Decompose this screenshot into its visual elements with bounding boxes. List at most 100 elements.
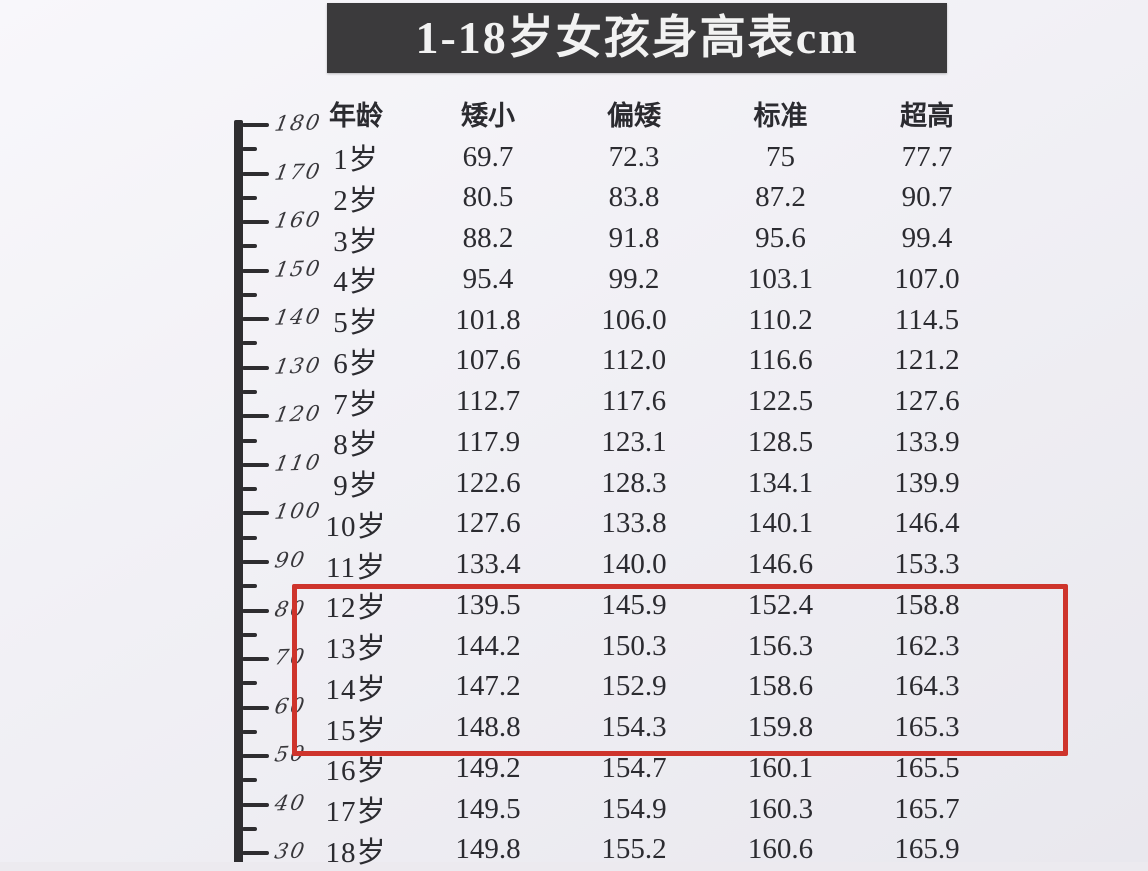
table-row: 7岁 112.7 117.6 122.5 127.6 [297, 381, 1000, 422]
value-cell: 133.9 [894, 425, 960, 458]
ruler-tick-major [242, 462, 269, 467]
age-cell: 11岁 [326, 551, 386, 584]
value-cell: 139.9 [894, 466, 960, 499]
table-row: 9岁 122.6 128.3 134.1 139.9 [297, 462, 1000, 503]
value-cell: 122.6 [455, 466, 521, 499]
value-cell: 162.3 [894, 629, 960, 662]
value-cell: 165.7 [894, 792, 960, 825]
page-title: 1-18岁女孩身高表cm [415, 12, 859, 63]
ruler-bar [234, 120, 243, 862]
value-cell: 99.2 [608, 262, 660, 295]
ruler-tick-minor [242, 826, 257, 831]
value-cell: 133.8 [601, 507, 667, 540]
age-cell: 18岁 [325, 836, 387, 869]
value-cell: 155.2 [601, 833, 667, 866]
value-cell: 72.3 [608, 140, 660, 173]
value-cell: 148.8 [455, 711, 521, 743]
value-cell: 154.7 [601, 751, 667, 784]
value-cell: 75 [766, 140, 795, 173]
table-header-row: 年龄 矮小 偏矮 标准 超高 [297, 90, 1000, 136]
value-cell: 90.7 [901, 181, 953, 214]
ruler-tick-major [242, 317, 269, 322]
value-cell: 153.3 [894, 548, 960, 580]
ruler-tick-major [242, 851, 269, 856]
value-cell: 101.8 [455, 303, 521, 336]
value-cell: 139.5 [455, 588, 521, 621]
value-cell: 112.7 [455, 385, 521, 417]
value-cell: 154.3 [601, 711, 667, 743]
value-cell: 117.9 [455, 425, 521, 458]
value-cell: 160.6 [747, 833, 814, 866]
table-row: 15岁 148.8 154.3 159.8 165.3 [297, 707, 1000, 748]
ruler-tick-major [242, 268, 269, 273]
value-cell: 165.9 [894, 833, 960, 866]
value-cell: 147.2 [455, 670, 521, 703]
header-cell: 标准 [753, 100, 808, 131]
table-row: 8岁 117.9 123.1 128.5 133.9 [297, 421, 1000, 462]
value-cell: 144.2 [455, 629, 521, 662]
value-cell: 87.2 [755, 181, 806, 214]
value-cell: 128.3 [601, 466, 667, 499]
table-row: 2岁 80.5 83.8 87.2 90.7 [297, 177, 1000, 218]
table-row: 1岁 69.7 72.3 75 77.7 [297, 136, 1000, 177]
value-cell: 154.9 [601, 792, 667, 825]
ruler-tick-minor [242, 487, 257, 492]
value-cell: 140.1 [747, 507, 814, 540]
value-cell: 165.3 [894, 711, 960, 743]
age-cell: 7岁 [333, 388, 379, 421]
age-cell: 14岁 [325, 673, 387, 706]
table-row: 17岁 149.5 154.9 160.3 165.7 [297, 788, 1000, 829]
table-row: 5岁 101.8 106.0 110.2 114.5 [297, 299, 1000, 340]
value-cell: 160.3 [747, 792, 814, 825]
value-cell: 114.5 [894, 303, 960, 336]
age-cell: 3岁 [333, 225, 379, 258]
value-cell: 158.8 [894, 588, 960, 621]
ruler-tick-major [242, 608, 269, 613]
table-row: 16岁 149.2 154.7 160.1 165.5 [297, 747, 1000, 788]
table-row: 3岁 88.2 91.8 95.6 99.4 [297, 218, 1000, 259]
ruler-tick-major [242, 754, 269, 759]
value-cell: 112.0 [601, 344, 667, 377]
value-cell: 134.1 [747, 466, 814, 499]
value-cell: 156.3 [747, 629, 814, 662]
value-cell: 80.5 [462, 181, 514, 214]
ruler-tick-minor [242, 535, 257, 540]
ruler-tick-major [242, 414, 269, 419]
value-cell: 83.8 [608, 181, 660, 214]
age-cell: 1岁 [333, 144, 379, 176]
age-cell: 13岁 [325, 633, 387, 665]
value-cell: 95.6 [755, 222, 806, 254]
height-table: 年龄 矮小 偏矮 标准 超高 1岁 69.7 72.3 75 77.7 2岁 80.5 83.8 87.… [297, 90, 1000, 870]
value-cell: 121.2 [894, 344, 960, 377]
value-cell: 133.4 [455, 548, 521, 580]
age-cell: 16岁 [325, 755, 387, 788]
header-cell: 偏矮 [607, 100, 661, 131]
ruler-tick-minor [242, 778, 257, 783]
age-cell: 9岁 [333, 470, 379, 502]
value-cell: 107.0 [894, 262, 960, 295]
value-cell: 127.6 [894, 385, 960, 417]
ruler-tick-minor [242, 292, 257, 297]
value-cell: 149.8 [455, 833, 521, 866]
header-cell: 超高 [900, 100, 954, 131]
age-cell: 2岁 [333, 184, 379, 217]
ruler-tick-major [242, 171, 269, 176]
value-cell: 116.6 [748, 344, 813, 377]
ruler-tick-major [242, 705, 269, 710]
ruler-tick-minor [242, 195, 257, 200]
ruler-tick-major [242, 559, 269, 564]
value-cell: 149.5 [455, 792, 521, 825]
ruler-tick-minor [242, 729, 257, 734]
value-cell: 103.1 [747, 262, 814, 295]
value-cell: 106.0 [601, 303, 667, 336]
ruler-tick-minor [242, 341, 257, 346]
value-cell: 150.3 [601, 629, 667, 662]
value-cell: 117.6 [601, 385, 667, 417]
ruler-tick-major [242, 657, 269, 662]
value-cell: 152.9 [601, 670, 667, 703]
age-cell: 15岁 [325, 714, 387, 747]
value-cell: 165.5 [894, 751, 960, 784]
value-cell: 88.2 [462, 222, 514, 254]
table-row: 6岁 107.6 112.0 116.6 121.2 [297, 340, 1000, 381]
value-cell: 159.8 [747, 711, 814, 743]
